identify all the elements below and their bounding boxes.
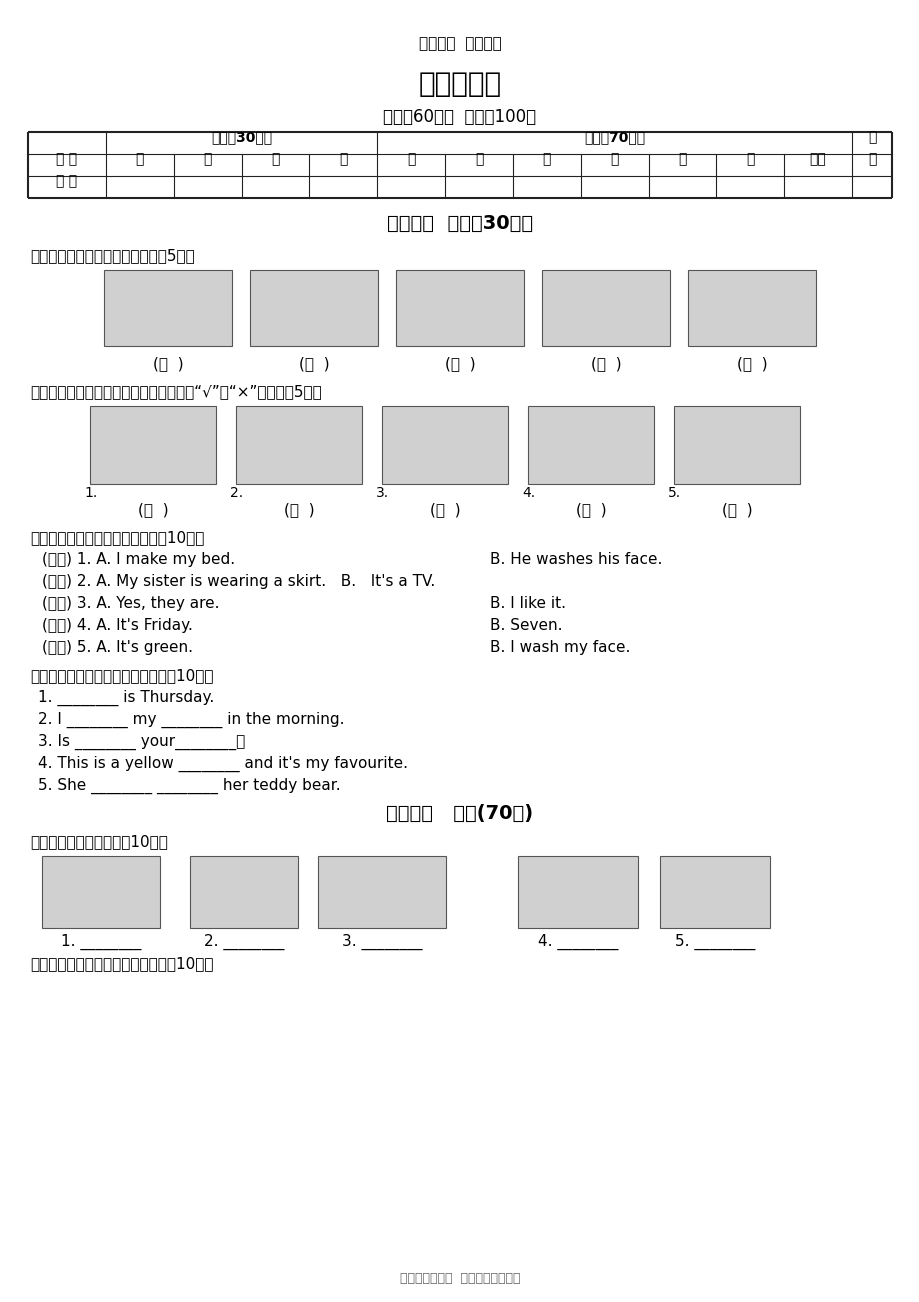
Text: 三: 三 <box>271 152 279 165</box>
Text: 笔试（70分）: 笔试（70分） <box>584 130 644 145</box>
Text: 2. ________: 2. ________ <box>204 934 284 950</box>
Text: 一: 一 <box>136 152 144 165</box>
Text: 第一部分  听力（30分）: 第一部分 听力（30分） <box>387 214 532 233</box>
Bar <box>659 855 769 928</box>
Text: 分: 分 <box>867 152 875 165</box>
Text: (　  ): ( ) <box>444 355 475 371</box>
Text: 九: 九 <box>677 152 686 165</box>
Text: (　　) 1. A. I make my bed.: ( ) 1. A. I make my bed. <box>42 552 235 566</box>
Bar <box>528 406 653 484</box>
Text: B. He washes his face.: B. He washes his face. <box>490 552 662 566</box>
Bar <box>42 855 160 928</box>
Text: 3. Is ________ your________？: 3. Is ________ your________？ <box>38 734 245 750</box>
Text: (　  ): ( ) <box>575 503 606 517</box>
Bar <box>395 270 524 346</box>
Bar <box>381 406 507 484</box>
Bar <box>687 270 815 346</box>
Text: (　　) 5. A. It's green.: ( ) 5. A. It's green. <box>42 641 193 655</box>
Text: 4.: 4. <box>521 486 535 500</box>
Bar <box>318 855 446 928</box>
Text: (　  ): ( ) <box>153 355 183 371</box>
Text: B. I wash my face.: B. I wash my face. <box>490 641 630 655</box>
Text: 八: 八 <box>610 152 618 165</box>
Text: 4. This is a yellow ________ and it's my favourite.: 4. This is a yellow ________ and it's my… <box>38 756 407 772</box>
Text: 六: 六 <box>474 152 482 165</box>
Text: 3.: 3. <box>376 486 389 500</box>
Text: (　　) 2. A. My sister is wearing a skirt.   B.   It's a TV.: ( ) 2. A. My sister is wearing a skirt. … <box>42 574 435 589</box>
Text: 总: 总 <box>867 130 875 145</box>
Bar <box>90 406 216 484</box>
Bar <box>250 270 378 346</box>
Text: 3. ________: 3. ________ <box>341 934 422 950</box>
Text: 1.: 1. <box>84 486 97 500</box>
Bar <box>190 855 298 928</box>
Text: 四、听录音，根据录音内容填空。（10分）: 四、听录音，根据录音内容填空。（10分） <box>30 668 213 684</box>
Text: B. Seven.: B. Seven. <box>490 618 562 633</box>
Text: 一、听录音，给下列图片排序。（5分）: 一、听录音，给下列图片排序。（5分） <box>30 247 195 263</box>
Text: 三、听录音，选择正确的答语。（10分）: 三、听录音，选择正确的答语。（10分） <box>30 530 204 546</box>
Text: (　  ): ( ) <box>283 503 314 517</box>
Text: (　　) 4. A. It's Friday.: ( ) 4. A. It's Friday. <box>42 618 193 633</box>
Bar <box>104 270 232 346</box>
Text: 七: 七 <box>542 152 550 165</box>
Bar <box>517 855 637 928</box>
Text: 题 号: 题 号 <box>56 152 77 165</box>
Text: 资料来源于网络  仅供免费交流使用: 资料来源于网络 仅供免费交流使用 <box>400 1272 519 1285</box>
Text: 五、看图片，写单词。（10分）: 五、看图片，写单词。（10分） <box>30 835 167 849</box>
Text: (　  ): ( ) <box>299 355 329 371</box>
Bar <box>236 406 361 484</box>
Text: 期中检测卷: 期中检测卷 <box>418 70 501 98</box>
Text: B. I like it.: B. I like it. <box>490 596 565 611</box>
Text: (　  ): ( ) <box>138 503 168 517</box>
Text: 十一: 十一 <box>809 152 825 165</box>
Text: 1. ________ is Thursday.: 1. ________ is Thursday. <box>38 690 214 706</box>
Bar <box>674 406 800 484</box>
Text: 4. ________: 4. ________ <box>538 934 618 950</box>
Text: 四: 四 <box>339 152 347 165</box>
Text: (　  ): ( ) <box>429 503 460 517</box>
Text: 得 分: 得 分 <box>56 174 77 187</box>
Text: 5. ________: 5. ________ <box>674 934 754 950</box>
Text: 2. I ________ my ________ in the morning.: 2. I ________ my ________ in the morning… <box>38 712 344 728</box>
Text: (　　) 3. A. Yes, they are.: ( ) 3. A. Yes, they are. <box>42 596 220 611</box>
Text: 二、听录音，判断下列图片与所听句子是“√”否“×”一致。（5分）: 二、听录音，判断下列图片与所听句子是“√”否“×”一致。（5分） <box>30 384 322 398</box>
Text: 六、根据提示，把句子补充完整。（10分）: 六、根据提示，把句子补充完整。（10分） <box>30 956 213 971</box>
Text: 十: 十 <box>745 152 754 165</box>
Bar <box>541 270 669 346</box>
Text: (　  ): ( ) <box>736 355 766 371</box>
Text: 时间：60分钟  满分：100分: 时间：60分钟 满分：100分 <box>383 108 536 126</box>
Text: 5. She ________ ________ her teddy bear.: 5. She ________ ________ her teddy bear. <box>38 779 340 794</box>
Text: (　  ): ( ) <box>590 355 620 371</box>
Text: 二: 二 <box>203 152 211 165</box>
Text: 听力（30分）: 听力（30分） <box>210 130 272 145</box>
Text: 五: 五 <box>406 152 414 165</box>
Text: 1. ________: 1. ________ <box>61 934 141 950</box>
Text: 第二部分   笔试(70分): 第二部分 笔试(70分) <box>386 805 533 823</box>
Text: (　  ): ( ) <box>720 503 752 517</box>
Text: 精品文档  用心整理: 精品文档 用心整理 <box>418 36 501 51</box>
Text: 2.: 2. <box>230 486 243 500</box>
Text: 5.: 5. <box>667 486 680 500</box>
